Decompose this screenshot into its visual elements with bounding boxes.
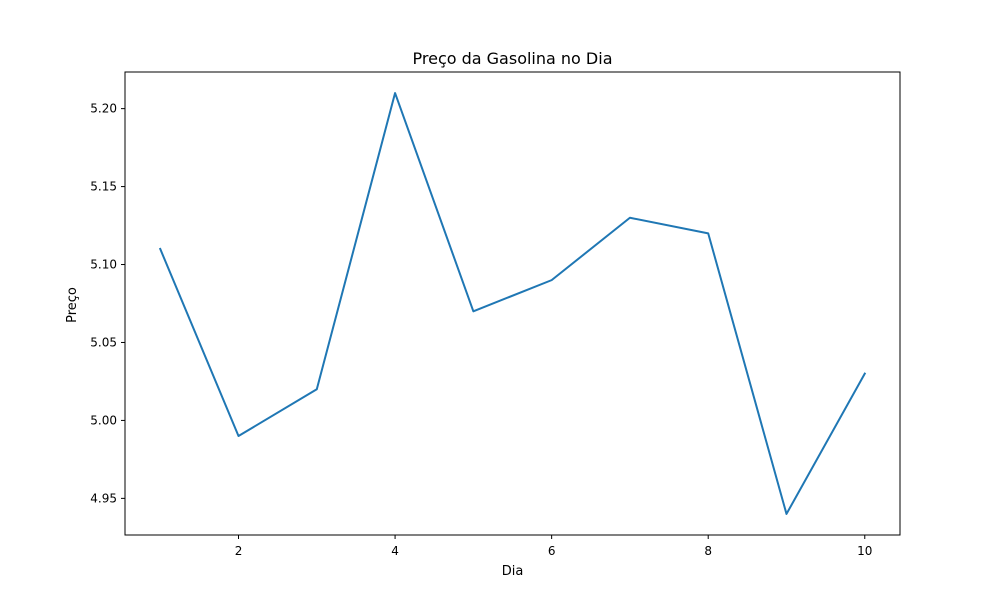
y-tick-label: 4.95 bbox=[90, 491, 117, 505]
y-tick-label: 5.00 bbox=[90, 413, 117, 427]
x-tick-label: 4 bbox=[391, 544, 399, 558]
x-tick-label: 10 bbox=[857, 544, 872, 558]
y-tick-label: 5.20 bbox=[90, 102, 117, 116]
y-tick-label: 5.15 bbox=[90, 180, 117, 194]
x-axis-ticks: 2 4 6 8 10 bbox=[235, 535, 872, 558]
y-tick-label: 5.10 bbox=[90, 258, 117, 272]
series-layer bbox=[158, 92, 867, 515]
y-tick-label: 5.05 bbox=[90, 335, 117, 349]
plot-area: 4.95 5.00 5.05 5.10 5.15 5.20 2 4 6 8 10 bbox=[90, 71, 901, 558]
chart-title: Preço da Gasolina no Dia bbox=[413, 49, 613, 68]
y-axis-ticks: 4.95 5.00 5.05 5.10 5.15 5.20 bbox=[90, 102, 125, 505]
x-tick-label: 6 bbox=[548, 544, 556, 558]
x-axis-label: Dia bbox=[502, 564, 524, 579]
x-tick-label: 8 bbox=[704, 544, 712, 558]
x-tick-label: 2 bbox=[235, 544, 243, 558]
plot-frame bbox=[124, 71, 901, 536]
series-line bbox=[158, 92, 867, 515]
y-axis-label: Preço bbox=[65, 287, 80, 323]
